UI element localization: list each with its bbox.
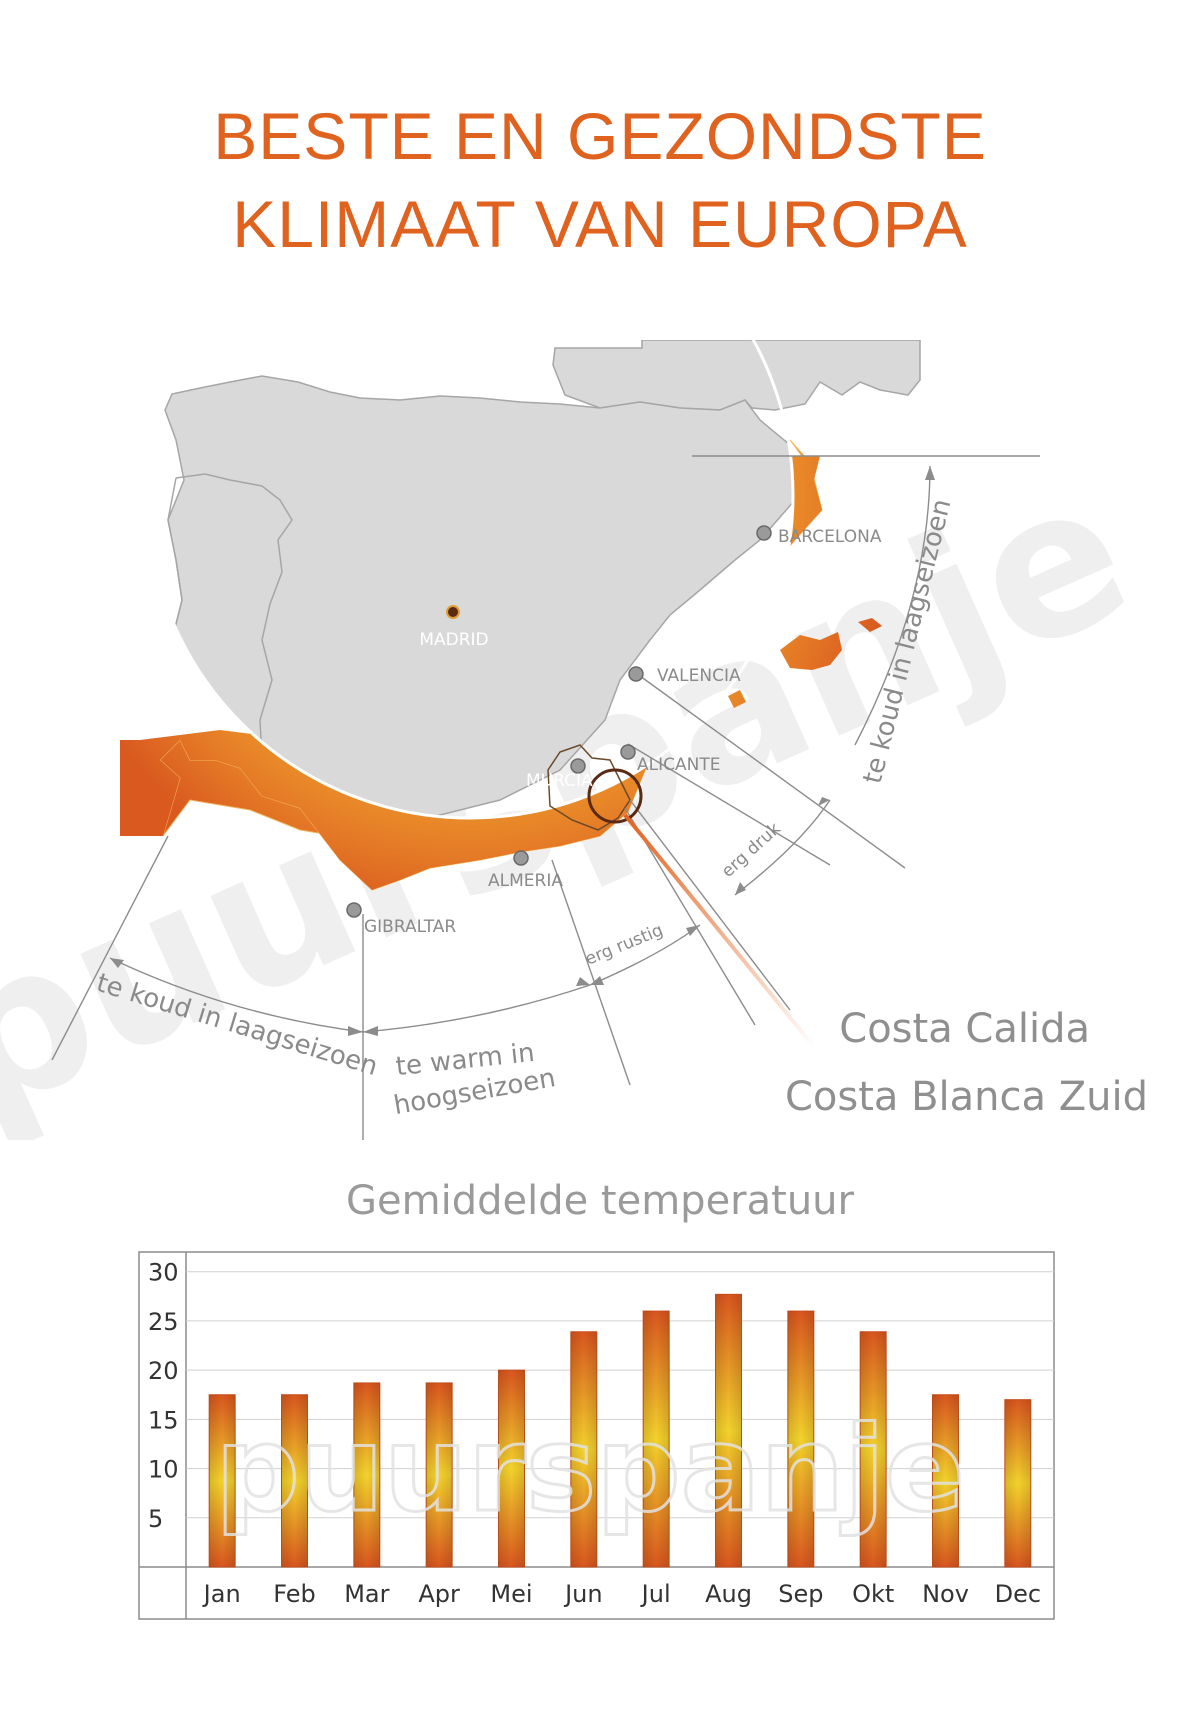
- alicante-label: ALICANTE: [637, 755, 720, 775]
- almeria-label: ALMERIA: [488, 871, 563, 891]
- alicante-dot: [620, 744, 636, 760]
- murcia-dot: [570, 758, 586, 774]
- ytick-label: 15: [148, 1406, 179, 1434]
- chart-ytick-labels: 5 10 15 20 25 30: [148, 1259, 179, 1533]
- chart-title: Gemiddelde temperatuur: [346, 1178, 854, 1224]
- murcia-label: MURCIA: [526, 771, 593, 791]
- costa-blanca-label: Costa Blanca Zuid: [785, 1074, 1148, 1120]
- xtick-label: Nov: [922, 1580, 969, 1608]
- bar-shade-apr: [426, 1382, 453, 1567]
- bar-shade-mar: [353, 1382, 380, 1567]
- ytick-label: 10: [148, 1456, 179, 1484]
- valencia-dot: [628, 666, 644, 682]
- madrid-dot: [446, 605, 460, 619]
- balearic-menorca: [858, 618, 882, 632]
- bar-shade-okt: [860, 1331, 887, 1567]
- bar-shade-nov: [932, 1394, 959, 1567]
- coastal-zone-north: [120, 456, 822, 890]
- ideal-climate-circle: [145, 340, 795, 820]
- bar-shade-feb: [281, 1394, 308, 1567]
- chart-watermark: puurspanje: [215, 1400, 964, 1538]
- gibraltar-label: GIBRALTAR: [364, 917, 456, 937]
- costa-pointer-line: [623, 813, 817, 1050]
- temperature-chart: 5 10 15 20 25 30 Jan Feb Mar Apr Mei Jun Jul Aug Sep O…: [138, 1251, 1055, 1620]
- xtick-label: Dec: [995, 1580, 1041, 1608]
- xtick-label: Jul: [640, 1580, 671, 1608]
- title-line-2: KLIMAAT VAN EUROPA: [232, 187, 968, 261]
- xtick-label: Jun: [563, 1580, 603, 1608]
- ytick-label: 5: [148, 1505, 163, 1533]
- xtick-label: Sep: [778, 1580, 823, 1608]
- chart-gridlines: [186, 1271, 1054, 1519]
- bar-shade-jul: [643, 1311, 670, 1567]
- costa-calida-label: Costa Calida: [839, 1006, 1090, 1052]
- almeria-dot: [513, 850, 529, 866]
- ytick-label: 20: [148, 1357, 179, 1385]
- city-markers: [346, 525, 772, 918]
- balearic-ibiza: [728, 690, 746, 708]
- madrid-label: MADRID: [419, 630, 488, 650]
- murcia-region-outline: [547, 744, 631, 831]
- xtick-label: Mei: [490, 1580, 532, 1608]
- balearic-mallorca: [780, 632, 842, 670]
- xtick-label: Feb: [273, 1580, 316, 1608]
- barcelona-label: BARCELONA: [778, 527, 882, 547]
- arc-arrowheads: [110, 466, 935, 1036]
- label-rustig: erg rustig: [582, 920, 666, 969]
- xtick-label: Mar: [344, 1580, 389, 1608]
- bar-shade-dec: [1004, 1399, 1031, 1567]
- bar-shade-jan: [209, 1394, 236, 1567]
- france-land: [552, 340, 921, 411]
- barcelona-dot: [756, 525, 772, 541]
- gibraltar-dot: [346, 902, 362, 918]
- spain-climate-map: puurspanje: [0, 340, 1160, 1140]
- valencia-label: VALENCIA: [657, 666, 741, 686]
- chart-xtick-labels: Jan Feb Mar Apr Mei Jun Jul Aug Sep Okt Nov Dec: [202, 1580, 1041, 1608]
- ytick-label: 30: [148, 1259, 179, 1287]
- xtick-label: Aug: [705, 1580, 752, 1608]
- bar-shade-mei: [498, 1370, 525, 1567]
- ytick-label: 25: [148, 1308, 179, 1336]
- portugal-border: [175, 473, 293, 791]
- bar-shade-aug: [715, 1294, 742, 1567]
- title-line-1: BESTE EN GEZONDSTE: [213, 99, 987, 173]
- chart-bars: [208, 1293, 1032, 1568]
- xtick-label: Okt: [852, 1580, 894, 1608]
- bar-shade-jun: [570, 1331, 597, 1567]
- costa-highlight-circle: [587, 768, 643, 824]
- xtick-label: Jan: [202, 1580, 241, 1608]
- xtick-label: Apr: [418, 1580, 460, 1608]
- page-title: BESTE EN GEZONDSTE KLIMAAT VAN EUROPA: [0, 92, 1200, 268]
- bar-shade-sep: [787, 1311, 814, 1567]
